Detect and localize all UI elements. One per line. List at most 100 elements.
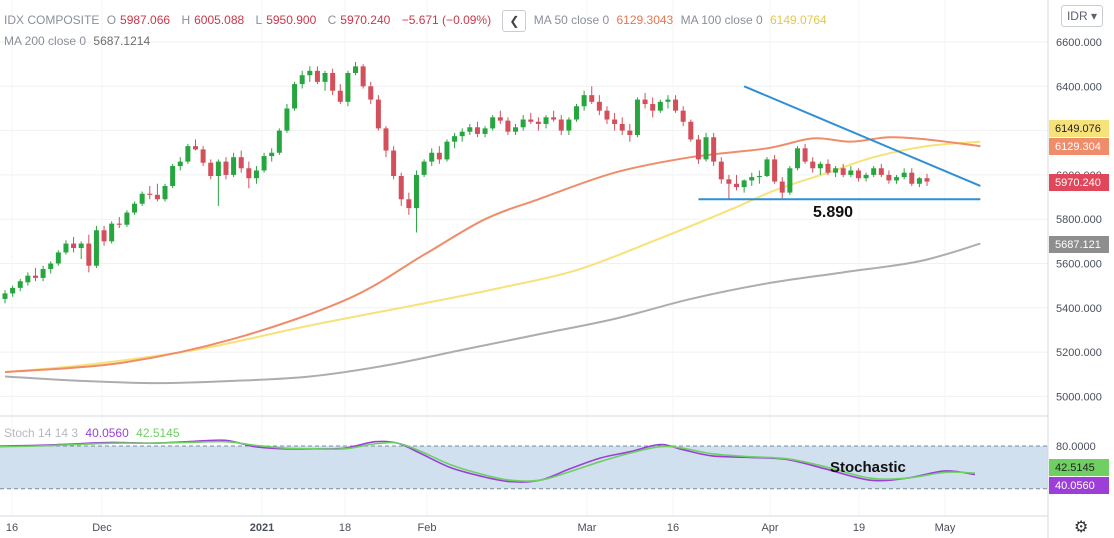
price-label-text: 42.5145 [1055, 462, 1095, 474]
candle [421, 159, 427, 178]
candle-body [520, 119, 526, 128]
candle-body [574, 106, 579, 120]
candle-body [10, 287, 16, 294]
candle-body [299, 75, 305, 85]
y-tick-label: 5200.000 [1056, 347, 1102, 359]
candle-body [353, 66, 359, 74]
candle-body [78, 243, 84, 248]
candle-body [284, 108, 290, 131]
candle [894, 174, 900, 184]
candle-body [581, 95, 587, 107]
candle-body [109, 223, 115, 242]
change-value: −5.671 (−0.09%) [401, 13, 492, 28]
candle-body [741, 180, 747, 188]
gear-icon[interactable]: ⚙ [1074, 517, 1089, 536]
candle-body [596, 101, 602, 111]
candle [185, 143, 191, 164]
candle [673, 95, 679, 113]
candle [48, 261, 54, 274]
price-label: 5687.121 [1049, 236, 1109, 253]
candle [490, 115, 496, 131]
candle-body [185, 146, 191, 162]
candle-body [345, 73, 351, 102]
candle-body [703, 137, 709, 160]
candle [848, 166, 854, 178]
price-label-bg [1049, 138, 1109, 155]
candle [551, 110, 557, 122]
candle [444, 139, 450, 162]
ma200-line [4, 242, 981, 385]
y-tick-label: 5000.000 [1056, 391, 1102, 403]
x-tick-label: May [935, 522, 956, 534]
price-label-text: 40.0560 [1055, 480, 1095, 492]
ma200-value: 5687.1214 [93, 34, 151, 48]
candle-body [604, 110, 610, 120]
candle [764, 157, 770, 178]
candle [886, 170, 892, 184]
ma50-value: 6129.3043 [616, 13, 674, 28]
candle-body [139, 193, 145, 204]
price-label: 5970.240 [1049, 174, 1109, 191]
price-label: 42.5145 [1049, 459, 1109, 476]
candle [116, 216, 122, 229]
candle [619, 117, 625, 136]
ma50-label: MA 50 close 0 [533, 13, 610, 28]
candle-body [650, 104, 656, 111]
close-label: C 5970.240 [328, 13, 395, 27]
candle-body [452, 136, 458, 142]
candle-body [718, 161, 724, 180]
candle-body [2, 293, 8, 299]
candle-body [413, 174, 419, 209]
candle [528, 112, 534, 124]
currency-selector[interactable]: IDR ▾ [1061, 5, 1103, 27]
candle [711, 132, 717, 167]
y-tick-label: 5600.000 [1056, 259, 1102, 271]
candle [734, 174, 740, 191]
candle-body [589, 95, 595, 102]
candle-body [383, 128, 389, 151]
y-tick-label: 5400.000 [1056, 303, 1102, 315]
candle [817, 161, 823, 175]
candle-body [863, 174, 869, 179]
candle-body [71, 243, 77, 248]
candle [558, 115, 564, 136]
candle-body [734, 183, 740, 188]
candle [794, 146, 800, 171]
x-tick-label: 16 [6, 522, 18, 534]
candle-body [223, 161, 229, 175]
open-prefix: O [106, 13, 117, 28]
candle [40, 265, 46, 282]
x-tick-label: Mar [578, 522, 597, 534]
candle-body [764, 159, 770, 177]
candle [368, 81, 374, 105]
candle [787, 166, 793, 195]
x-tick-label: 19 [853, 522, 865, 534]
chevron-left-icon[interactable]: ❮ [502, 10, 527, 32]
candle [360, 64, 366, 89]
candle [863, 172, 869, 182]
price-label-text: 6129.304 [1055, 141, 1101, 153]
candle-body [535, 121, 541, 124]
candle-body [566, 119, 572, 131]
low-prefix: L [255, 13, 263, 28]
candle [581, 90, 587, 111]
candle-body [886, 174, 892, 181]
candle [223, 157, 229, 180]
candle [177, 157, 183, 171]
y-tick-label: 6400.000 [1056, 81, 1102, 93]
candle-body [147, 193, 153, 195]
candle-body [132, 203, 138, 213]
time-axis[interactable]: 16 Dec 2021 18 Feb Mar 16 Apr 19 May [6, 522, 956, 534]
candle [406, 192, 412, 215]
candle [833, 166, 839, 178]
candle-body [665, 99, 671, 102]
candle-body [855, 170, 861, 179]
candle [93, 225, 99, 268]
candle [535, 117, 541, 131]
x-tick-label: 18 [339, 522, 351, 534]
candle-body [307, 70, 313, 76]
candle-body [695, 139, 701, 160]
candle-body [901, 172, 907, 178]
candle [772, 154, 778, 184]
